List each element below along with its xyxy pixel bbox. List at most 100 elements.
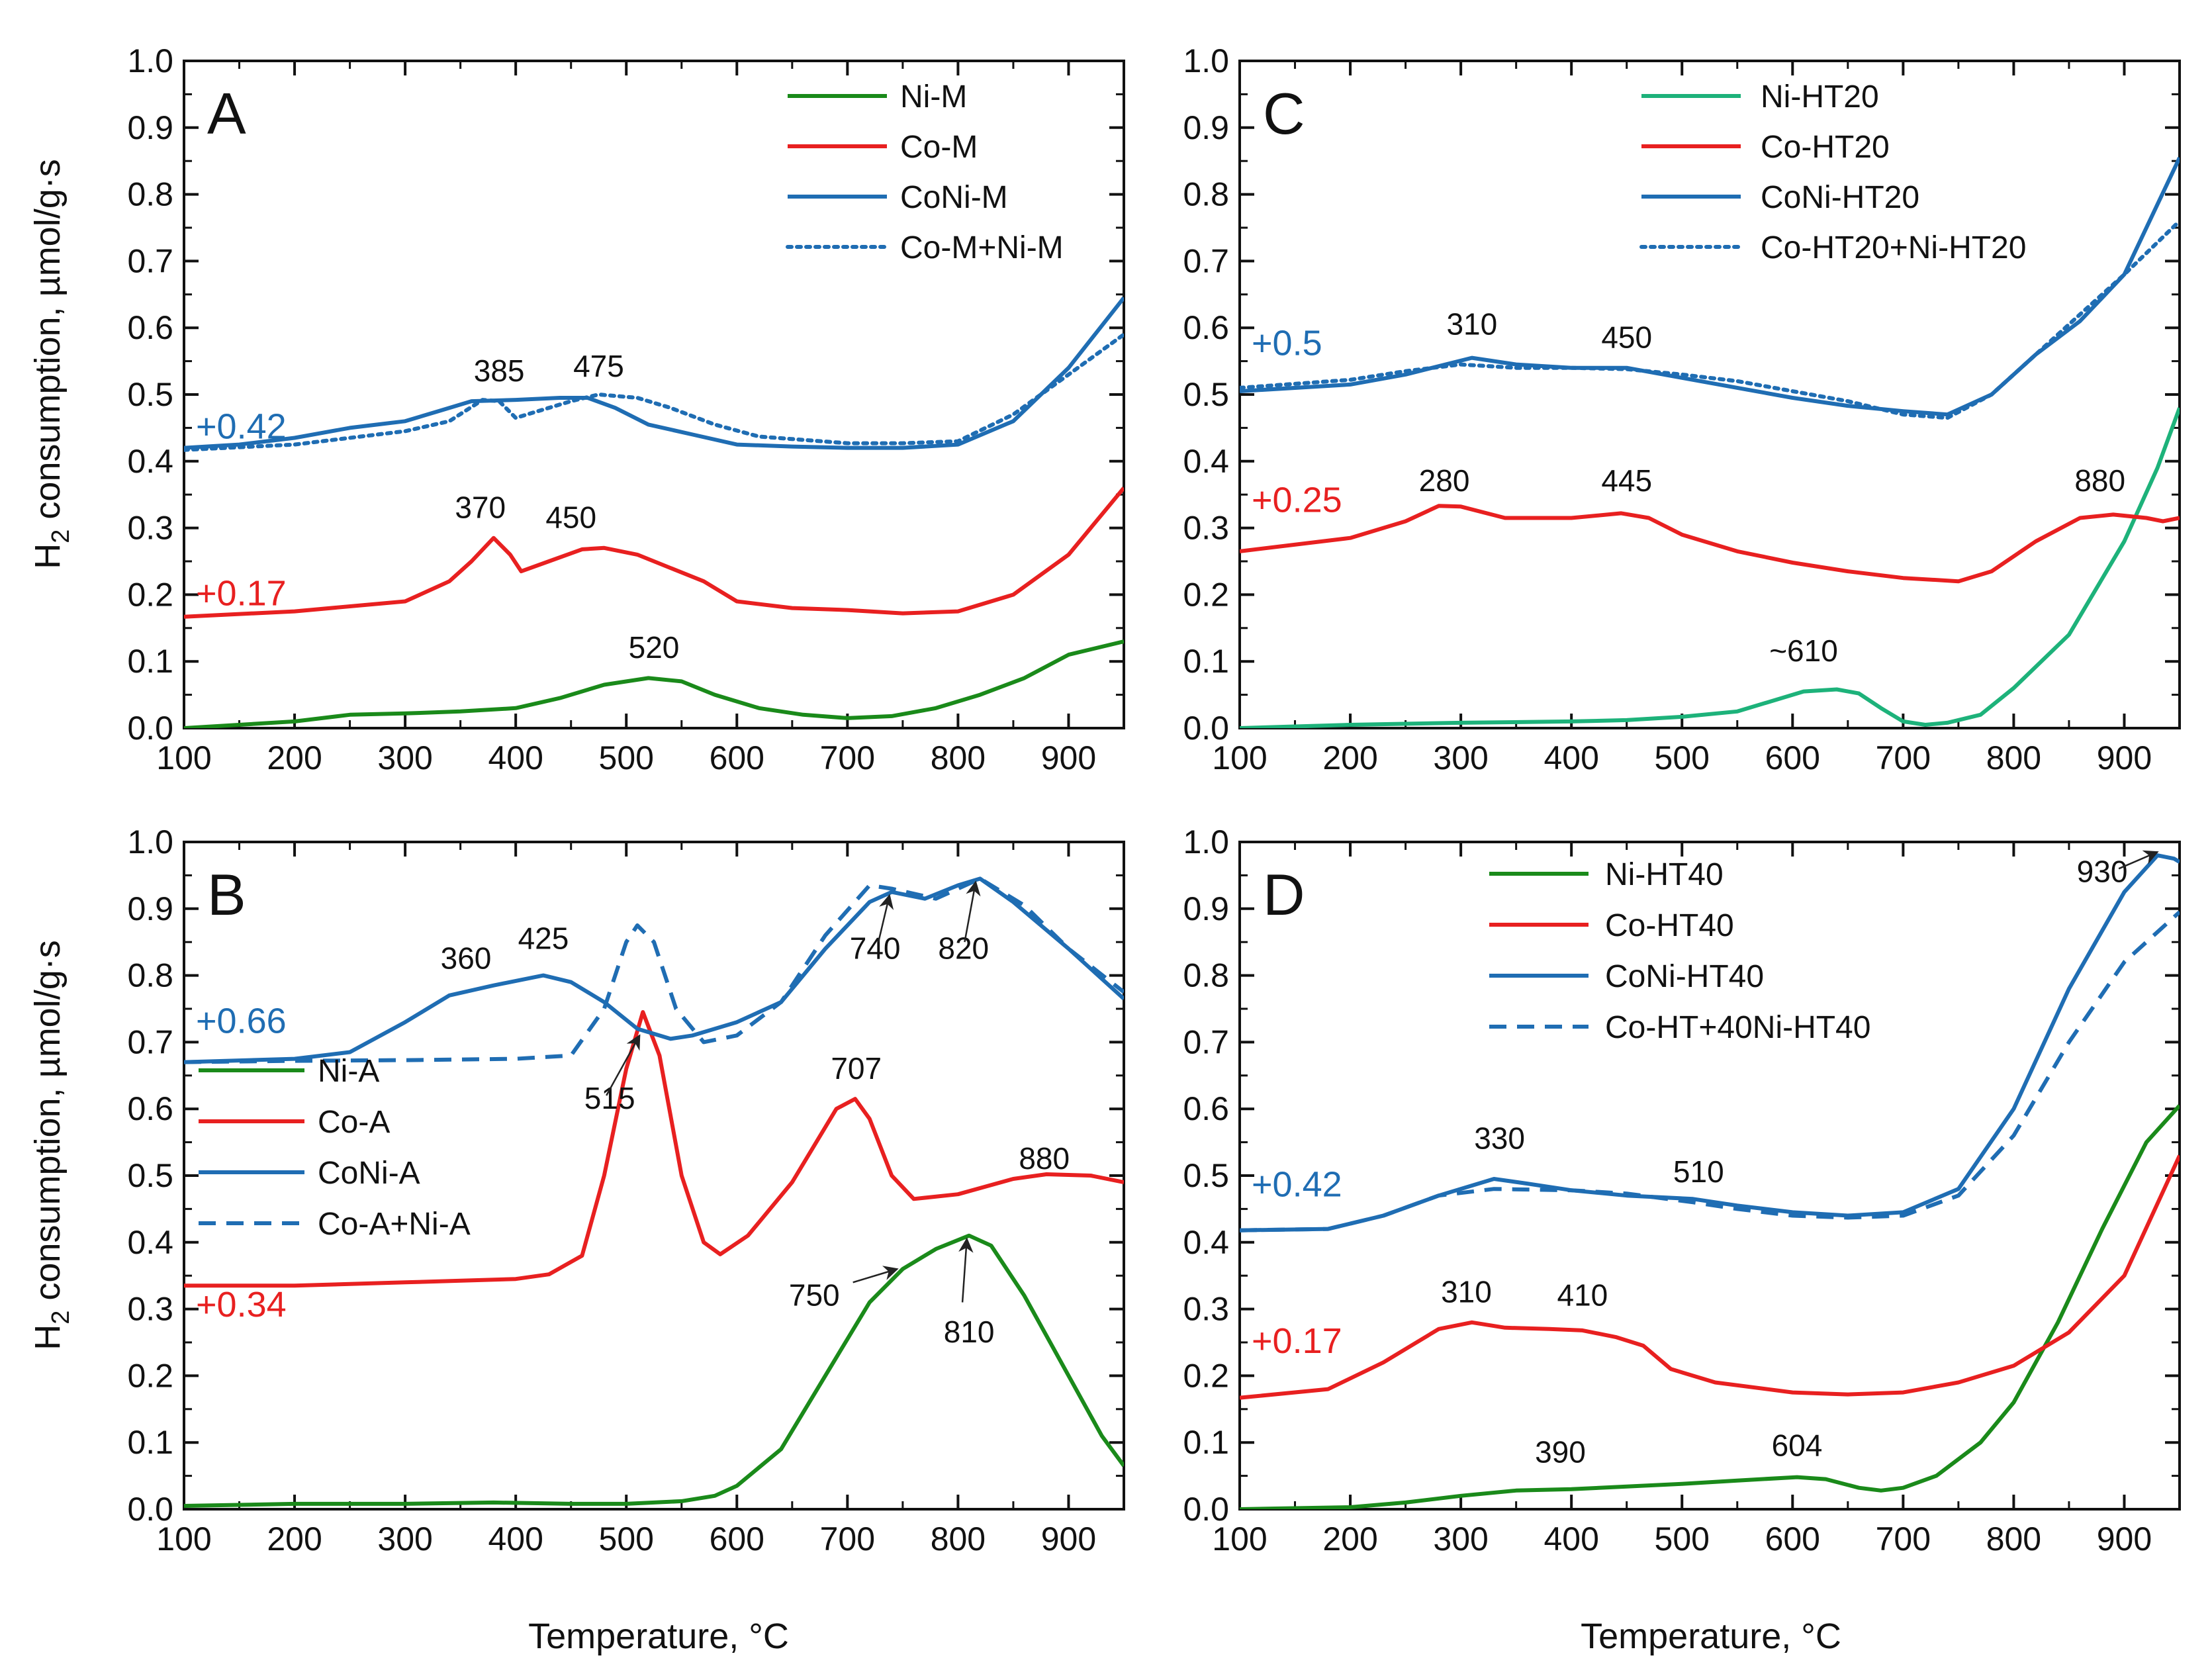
panel-b-peak-label: 880	[1019, 1141, 1070, 1176]
panel-b-annotation-arrow	[853, 1266, 899, 1283]
panel-b-legend-label-co-a: Co-A	[318, 1105, 390, 1140]
panel-b-x-tick-label: 700	[820, 1520, 875, 1558]
panel-b-series-co-a	[184, 1010, 1124, 1288]
panel-a-x-tick-label: 800	[931, 739, 986, 776]
panel-c-letter: C	[1263, 81, 1305, 146]
panel-a-letter: A	[207, 81, 246, 146]
panel-b-peak-label: 810	[944, 1315, 995, 1349]
panel-d-y-tick-label: 0.2	[1183, 1357, 1229, 1394]
x-axis-title-left: Temperature, °C	[528, 1616, 789, 1656]
panel-c-peak-label: 445	[1601, 463, 1652, 498]
panel-a-x-tick-label: 500	[599, 739, 654, 776]
panel-c-plot-frame	[1238, 60, 2181, 729]
y-axis-title-bottom: H2 consumption, µmol/g·s	[28, 940, 75, 1350]
panel-a-peak-label: 385	[474, 353, 525, 388]
panel-c-offset-label: +0.5	[1252, 324, 1322, 363]
panel-c-legend: Ni-HT20 Co-HT20 CoNi-HT20 Co-HT20+Ni-HT20	[1639, 79, 2026, 265]
panel-b-letter: B	[207, 862, 246, 927]
panel-c-series-ni-ht20	[1240, 407, 2180, 728]
panel-c-x-tick-label: 200	[1322, 739, 1377, 776]
panel-b-x-tick-label: 100	[156, 1520, 211, 1558]
panel-c-peak-label: 310	[1446, 306, 1497, 341]
panel-c-peak-label: 450	[1601, 320, 1652, 354]
panel-d-x-tick-label: 800	[1986, 1520, 2041, 1558]
panel-d-series-co-ht-40ni-ht40	[1240, 910, 2180, 1233]
panel-d-y-tick-label: 0.0	[1183, 1491, 1229, 1528]
panel-b-y-tick-label: 0.1	[127, 1424, 173, 1461]
panel-b-annotation-arrow	[958, 1237, 974, 1303]
panel-a-y-tick-label: 0.5	[127, 376, 173, 413]
panel-c-peak-label: 280	[1419, 463, 1470, 498]
panel-b-peak-label: 750	[789, 1278, 840, 1313]
panel-d-x-tick-label: 600	[1765, 1520, 1820, 1558]
panel-a-peak-label: 520	[629, 630, 680, 665]
panel-c-y-tick-label: 0.3	[1183, 510, 1229, 547]
panel-a-legend-label-ni-m: Ni-M	[900, 79, 967, 115]
panel-a-offset-label: +0.42	[196, 407, 287, 447]
panel-b-x-tick-label: 500	[599, 1520, 654, 1558]
panel-d-y-tick-label: 0.8	[1183, 957, 1229, 994]
panel-b-offset-label: +0.66	[196, 1001, 287, 1041]
panel-d-legend-label-ni-ht40: Ni-HT40	[1605, 857, 1724, 892]
panel-c-x-tick-label: 800	[1986, 739, 2041, 776]
panel-c-y-tick-label: 0.8	[1183, 176, 1229, 213]
panel-a-y-tick-label: 0.9	[127, 109, 173, 146]
panel-c-series-co-ht20	[1240, 504, 2180, 584]
panel-c-legend-label-co-ht20: Co-HT20	[1761, 130, 1890, 165]
panel-a-x-tick-label: 600	[710, 739, 764, 776]
panel-b-y-tick-label: 0.9	[127, 890, 173, 927]
panel-a-legend-label-co-m: Co-M	[900, 130, 978, 165]
panel-d-y-tick-label: 0.9	[1183, 890, 1229, 927]
panel-b-y-tick-label: 0.2	[127, 1357, 173, 1394]
panel-a-series-coni-m	[184, 296, 1124, 450]
panel-b-series-co-a-ni-a	[184, 876, 1124, 1064]
panel-d-y-tick-label: 0.3	[1183, 1291, 1229, 1328]
panel-d-y-tick-label: 0.6	[1183, 1090, 1229, 1127]
panel-b-peak-label: 820	[938, 931, 989, 965]
panel-b-annotation-arrow	[877, 894, 894, 943]
panel-d-legend-label-co-ht-40ni-ht40: Co-HT+40Ni-HT40	[1605, 1010, 1870, 1045]
panel-b-x-tick-label: 600	[710, 1520, 764, 1558]
panel-d-x-tick-label: 400	[1544, 1520, 1598, 1558]
panel-a-y-tick-label: 0.8	[127, 176, 173, 213]
panel-d-letter: D	[1263, 862, 1305, 927]
panel-c-y-tick-label: 0.7	[1183, 242, 1229, 279]
panel-c-x-tick-label: 100	[1212, 739, 1267, 776]
panel-a-series-ni-m	[184, 639, 1124, 728]
panel-a-plot-frame	[183, 60, 1125, 729]
panel-b-series-ni-a	[184, 1233, 1124, 1508]
panel-d-peak-label: 604	[1772, 1428, 1823, 1462]
panel-b-annotation-arrow	[964, 880, 981, 943]
panel-b-y-tick-label: 1.0	[127, 823, 173, 861]
panel-b-peak-label: 515	[584, 1081, 635, 1115]
panel-a-x-tick-label: 700	[820, 739, 875, 776]
panel-a-y-tick-label: 0.0	[127, 710, 173, 747]
x-axis-title-right: Temperature, °C	[1581, 1616, 1841, 1656]
panel-d-legend-label-co-ht40: Co-HT40	[1605, 908, 1734, 943]
panel-a-chart: 100 200 300 400 500 600 700 800 900 0.0 0.1 0.2 0.3 0…	[127, 42, 1125, 776]
panel-d-series-co-ht40	[1240, 1154, 2180, 1400]
panel-b-legend-label-ni-a: Ni-A	[318, 1054, 379, 1089]
panel-a-y-tick-label: 0.3	[127, 510, 173, 547]
panel-c-x-tick-label: 700	[1876, 739, 1931, 776]
panel-a-x-tick-label: 100	[156, 739, 211, 776]
panel-d-offset-label: +0.17	[1252, 1321, 1342, 1361]
panel-a-series-co-m-ni-m	[184, 332, 1124, 452]
panel-c-legend-label-ni-ht20: Ni-HT20	[1761, 79, 1879, 115]
panel-a-series-co-m	[184, 487, 1124, 619]
panel-b-x-tick-label: 300	[377, 1520, 432, 1558]
panel-a-legend: Ni-M Co-M CoNi-M Co-M+Ni-M	[786, 79, 1064, 265]
panel-b-y-tick-label: 0.3	[127, 1291, 173, 1328]
panel-a-y-tick-label: 1.0	[127, 42, 173, 79]
panel-c-x-tick-label: 600	[1765, 739, 1820, 776]
panel-c-legend-label-co-ht20-ni-ht20: Co-HT20+Ni-HT20	[1761, 230, 2026, 265]
panel-a-peak-label: 450	[545, 500, 596, 535]
panel-d-x-tick-label: 100	[1212, 1520, 1267, 1558]
panel-b-peak-label: 740	[850, 931, 901, 965]
panel-b-x-tick-label: 900	[1041, 1520, 1096, 1558]
panel-d-x-tick-label: 700	[1876, 1520, 1931, 1558]
panel-c-x-tick-label: 400	[1544, 739, 1598, 776]
panel-b-y-tick-label: 0.6	[127, 1090, 173, 1127]
panel-a-legend-label-co-m-ni-m: Co-M+Ni-M	[900, 230, 1064, 265]
